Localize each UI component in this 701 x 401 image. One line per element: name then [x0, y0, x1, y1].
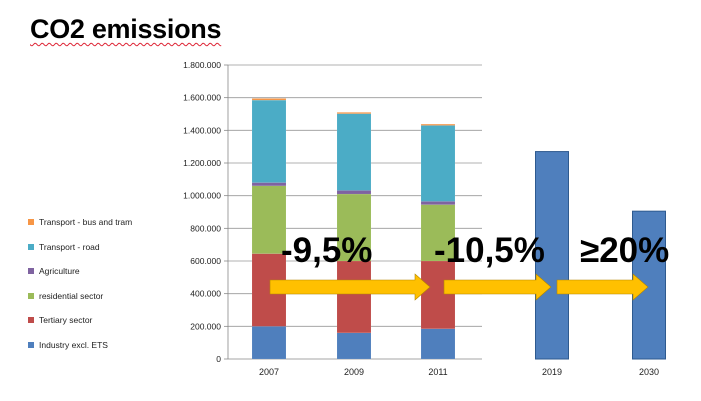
y-tick-label: 1.000.000: [183, 191, 221, 201]
bar-segment: [336, 193, 372, 262]
bar-segment: [336, 113, 372, 191]
legend-label: Industry excl. ETS: [39, 339, 108, 350]
y-tick-label: 0: [216, 354, 221, 364]
legend-swatch: [28, 219, 34, 225]
x-tick-label: 2011: [428, 367, 447, 377]
bar-segment: [420, 328, 456, 360]
bar-segment: [420, 260, 456, 329]
bar-segment: [251, 99, 287, 183]
projection-bar: [535, 151, 569, 360]
y-tick-label: 600.000: [190, 256, 221, 266]
y-tick-label: 1.800.000: [183, 60, 221, 70]
legend-swatch: [28, 292, 34, 299]
bar-segment: [420, 204, 456, 262]
arrow-2019-2030: [556, 273, 649, 301]
legend-label: Transport - bus and tram: [39, 217, 133, 227]
legend-swatch: [28, 317, 34, 323]
legend-item: Transport - road: [28, 241, 100, 253]
legend-item: Transport - bus and tram: [28, 216, 132, 228]
bar-segment: [336, 332, 372, 360]
legend-label: Agriculture: [39, 266, 80, 276]
legend-swatch: [28, 341, 34, 348]
x-tick-label: 2009: [344, 367, 364, 377]
x-tick-label: 2030: [639, 367, 659, 377]
legend-label: residential sector: [39, 290, 104, 301]
legend-label: Tertiary sector: [39, 315, 93, 325]
legend-item: Industry excl. ETS: [28, 339, 108, 351]
y-tick-label: 1.600.000: [183, 93, 221, 103]
bar-segment: [251, 185, 287, 254]
annotation-label: ≥20%: [580, 231, 669, 270]
bar-segment: [336, 260, 372, 334]
legend-item: Tertiary sector: [28, 314, 92, 326]
bar-segment: [420, 201, 456, 205]
y-tick-label: 800.000: [190, 223, 221, 233]
bar-segment: [336, 112, 372, 114]
bar-segment: [336, 190, 372, 195]
annotation-label: -10,5%: [434, 231, 545, 270]
y-tick-label: 400.000: [190, 289, 221, 299]
x-tick-label: 2007: [259, 367, 279, 377]
legend-swatch: [28, 243, 34, 250]
bar-segment: [251, 326, 287, 360]
annotation-label: -9,5%: [281, 231, 372, 270]
bar-segment: [251, 182, 287, 187]
arrow-2007-2011: [269, 273, 431, 301]
bar-segment: [420, 125, 456, 202]
y-tick-label: 1.200.000: [183, 158, 221, 168]
bar-segment: [420, 123, 456, 126]
y-tick-label: 1.400.000: [183, 125, 221, 135]
legend-label: Transport - road: [39, 241, 100, 252]
legend-item: Agriculture: [28, 265, 80, 277]
bar-segment: [251, 98, 287, 101]
legend-swatch: [28, 268, 34, 274]
arrow-2011-2019: [443, 273, 552, 301]
x-tick-label: 2019: [542, 367, 562, 377]
y-tick-label: 200.000: [190, 321, 221, 331]
legend-item: residential sector: [28, 290, 103, 302]
chart-title: CO2 emissions: [30, 14, 222, 44]
